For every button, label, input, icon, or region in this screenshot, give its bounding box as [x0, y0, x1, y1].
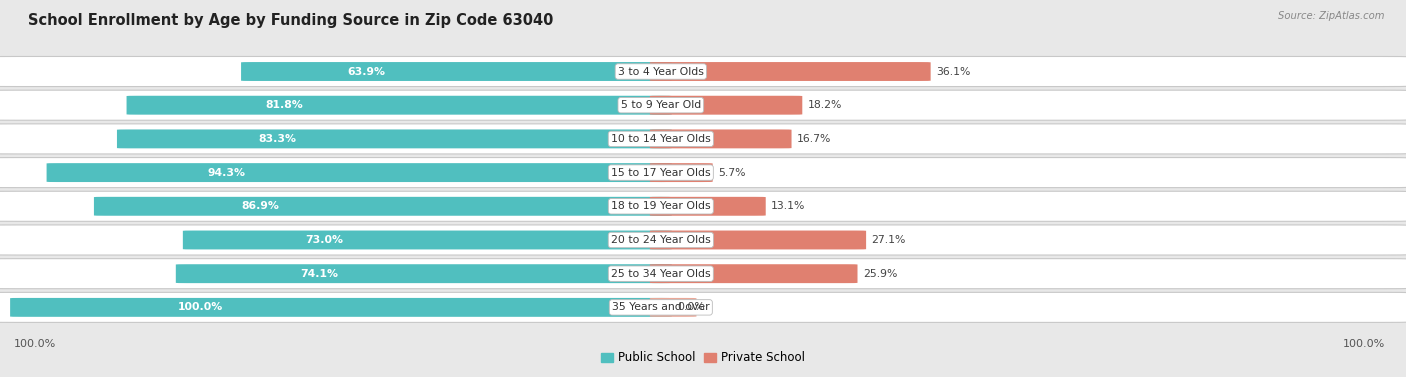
Text: 25 to 34 Year Olds: 25 to 34 Year Olds [612, 269, 710, 279]
Text: 74.1%: 74.1% [301, 269, 339, 279]
FancyBboxPatch shape [0, 124, 1406, 154]
Text: 20 to 24 Year Olds: 20 to 24 Year Olds [612, 235, 710, 245]
Text: 100.0%: 100.0% [14, 339, 56, 349]
FancyBboxPatch shape [650, 129, 792, 149]
FancyBboxPatch shape [650, 264, 858, 283]
Text: 36.1%: 36.1% [936, 66, 970, 77]
Text: 100.0%: 100.0% [1343, 339, 1385, 349]
Text: 5 to 9 Year Old: 5 to 9 Year Old [620, 100, 702, 110]
FancyBboxPatch shape [183, 230, 672, 250]
Text: 83.3%: 83.3% [259, 134, 297, 144]
FancyBboxPatch shape [0, 292, 1406, 322]
Text: 3 to 4 Year Olds: 3 to 4 Year Olds [617, 66, 704, 77]
Text: 73.0%: 73.0% [305, 235, 343, 245]
Text: 18 to 19 Year Olds: 18 to 19 Year Olds [612, 201, 710, 211]
Text: 63.9%: 63.9% [347, 66, 385, 77]
FancyBboxPatch shape [10, 298, 672, 317]
FancyBboxPatch shape [650, 298, 696, 317]
FancyBboxPatch shape [240, 62, 672, 81]
FancyBboxPatch shape [650, 96, 803, 115]
FancyBboxPatch shape [0, 57, 1406, 87]
Text: 18.2%: 18.2% [808, 100, 842, 110]
Legend: Public School, Private School: Public School, Private School [596, 347, 810, 369]
Text: 15 to 17 Year Olds: 15 to 17 Year Olds [612, 168, 710, 178]
FancyBboxPatch shape [176, 264, 672, 283]
Text: 94.3%: 94.3% [208, 168, 246, 178]
FancyBboxPatch shape [0, 259, 1406, 289]
FancyBboxPatch shape [94, 197, 672, 216]
FancyBboxPatch shape [0, 191, 1406, 221]
FancyBboxPatch shape [650, 62, 931, 81]
FancyBboxPatch shape [46, 163, 672, 182]
FancyBboxPatch shape [127, 96, 672, 115]
FancyBboxPatch shape [117, 129, 672, 149]
Text: 13.1%: 13.1% [772, 201, 806, 211]
FancyBboxPatch shape [0, 158, 1406, 188]
FancyBboxPatch shape [650, 163, 713, 182]
Text: 35 Years and over: 35 Years and over [612, 302, 710, 313]
FancyBboxPatch shape [650, 197, 766, 216]
Text: 81.8%: 81.8% [266, 100, 302, 110]
FancyBboxPatch shape [0, 225, 1406, 255]
Text: 5.7%: 5.7% [718, 168, 745, 178]
Text: 27.1%: 27.1% [872, 235, 905, 245]
Text: 25.9%: 25.9% [863, 269, 897, 279]
Text: 0.0%: 0.0% [678, 302, 704, 313]
FancyBboxPatch shape [0, 90, 1406, 120]
Text: 100.0%: 100.0% [177, 302, 222, 313]
FancyBboxPatch shape [650, 230, 866, 250]
Text: Source: ZipAtlas.com: Source: ZipAtlas.com [1278, 11, 1385, 21]
Text: 16.7%: 16.7% [797, 134, 831, 144]
Text: 10 to 14 Year Olds: 10 to 14 Year Olds [612, 134, 710, 144]
Text: School Enrollment by Age by Funding Source in Zip Code 63040: School Enrollment by Age by Funding Sour… [28, 13, 554, 28]
Text: 86.9%: 86.9% [242, 201, 280, 211]
